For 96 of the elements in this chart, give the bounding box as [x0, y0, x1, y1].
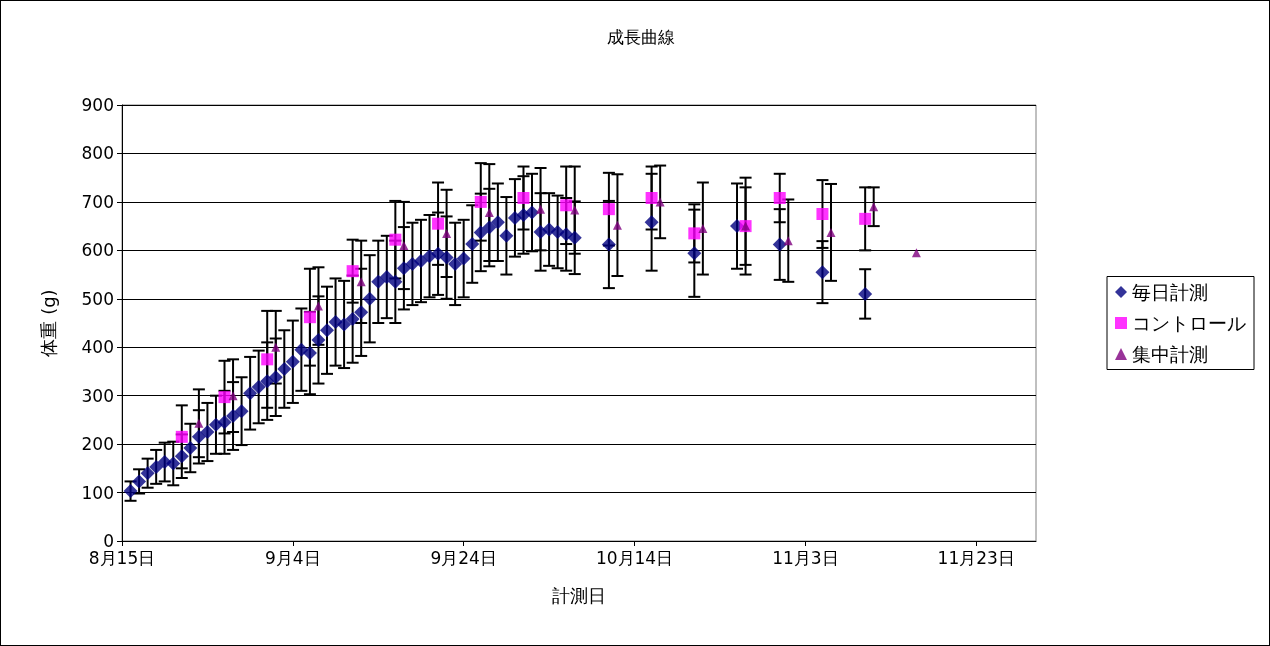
- point: [388, 274, 403, 289]
- y-tick-label: 100: [81, 482, 114, 503]
- x-tick-label: 10月14日: [595, 547, 674, 568]
- point: [559, 227, 574, 242]
- point: [313, 301, 323, 311]
- x-tick-label: 9月24日: [430, 547, 497, 568]
- point: [490, 215, 505, 230]
- point: [399, 240, 409, 250]
- point: [448, 256, 463, 271]
- point: [432, 217, 445, 230]
- point: [183, 440, 198, 455]
- point: [601, 237, 616, 252]
- point: [311, 332, 326, 347]
- point: [217, 415, 232, 430]
- point: [302, 346, 317, 361]
- point: [191, 429, 206, 444]
- point: [439, 250, 454, 265]
- point: [442, 228, 452, 238]
- point: [320, 323, 335, 338]
- y-tick-label: 400: [81, 337, 114, 358]
- point: [174, 449, 189, 464]
- point: [688, 227, 701, 240]
- point: [226, 409, 241, 424]
- legend-label: 集中計測: [1132, 343, 1208, 365]
- point: [474, 195, 487, 208]
- point: [260, 374, 275, 389]
- point: [525, 205, 540, 220]
- point: [645, 192, 658, 205]
- point: [251, 379, 266, 394]
- chart-title: 成長曲線: [607, 26, 675, 47]
- point: [431, 246, 446, 261]
- point: [149, 459, 164, 474]
- point: [228, 391, 238, 401]
- point: [140, 466, 155, 481]
- point: [567, 230, 582, 245]
- point: [859, 212, 872, 225]
- y-axis-title: 体重 (g): [37, 289, 59, 357]
- y-tick-label: 200: [81, 434, 114, 455]
- point: [612, 220, 622, 230]
- point: [362, 291, 377, 306]
- point: [484, 208, 494, 218]
- point: [570, 205, 580, 215]
- point: [536, 204, 546, 214]
- point: [175, 430, 188, 443]
- point: [644, 215, 659, 230]
- point: [123, 484, 138, 499]
- point: [815, 265, 830, 280]
- point: [396, 261, 411, 276]
- point: [499, 228, 514, 243]
- point: [337, 317, 352, 332]
- y-tick-label: 500: [81, 288, 114, 309]
- point: [346, 265, 359, 278]
- y-tick-label: 800: [81, 143, 114, 164]
- point: [698, 224, 708, 234]
- legend-label: 毎日計測: [1132, 281, 1208, 303]
- point: [379, 269, 394, 284]
- point: [200, 425, 215, 439]
- point: [271, 342, 281, 352]
- point: [277, 362, 292, 377]
- y-tick-label: 600: [81, 240, 114, 261]
- point: [911, 248, 921, 258]
- point: [303, 311, 316, 324]
- point: [285, 354, 300, 369]
- point: [389, 233, 402, 246]
- legend-label: コントロール: [1132, 312, 1246, 334]
- point: [473, 225, 488, 240]
- point: [218, 391, 231, 404]
- point: [858, 286, 873, 301]
- point: [456, 251, 471, 266]
- y-tick-label: 700: [81, 191, 114, 212]
- point: [371, 274, 386, 289]
- point: [194, 418, 204, 428]
- point: [243, 386, 258, 401]
- point: [602, 203, 615, 216]
- point: [482, 220, 497, 235]
- point: [261, 353, 274, 366]
- point: [772, 237, 787, 252]
- point: [687, 246, 702, 261]
- point: [773, 192, 786, 205]
- point: [132, 474, 147, 489]
- point: [816, 208, 829, 220]
- point: [465, 237, 480, 252]
- point: [413, 253, 428, 268]
- x-tick-label: 11月3日: [772, 547, 839, 568]
- point: [517, 192, 530, 205]
- point: [826, 227, 836, 237]
- point: [345, 312, 360, 327]
- y-tick-label: 300: [81, 385, 114, 406]
- point: [354, 305, 369, 320]
- x-tick-label: 9月4日: [265, 547, 321, 568]
- y-tick-label: 900: [81, 95, 114, 115]
- x-axis-title: 計測日: [552, 584, 606, 606]
- point: [234, 404, 249, 419]
- point: [166, 456, 181, 471]
- x-tick-label: 11月23日: [937, 547, 1015, 568]
- point: [268, 370, 283, 385]
